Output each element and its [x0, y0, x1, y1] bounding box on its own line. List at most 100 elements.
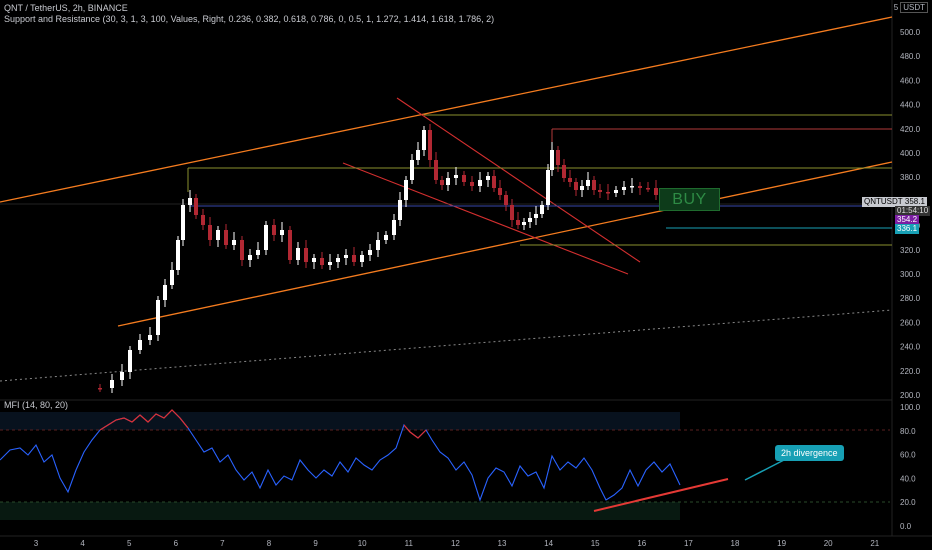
price-tick-label: 320.0 [900, 246, 921, 255]
candle-body [510, 205, 514, 220]
candle-body [654, 188, 658, 195]
candle-body [208, 225, 212, 240]
currency-selector[interactable]: 5 USDT [893, 2, 928, 13]
candle-body [498, 188, 502, 195]
time-tick-label: 11 [405, 539, 414, 548]
price-tick-label: 220.0 [900, 367, 921, 376]
time-tick-label: 16 [637, 539, 646, 548]
candle-body [156, 300, 160, 335]
support-resistance-lines[interactable] [0, 114, 892, 246]
candle-body [462, 175, 466, 182]
candle-body [550, 150, 554, 170]
candle-body [556, 150, 560, 165]
candle-body [410, 160, 414, 180]
candle-body [622, 187, 626, 190]
candle-body [148, 335, 152, 340]
axis-top-value: 5 [893, 3, 899, 12]
time-tick-label: 6 [174, 539, 179, 548]
candle-body [516, 220, 520, 225]
candle-body [181, 205, 185, 240]
time-tick-label: 18 [731, 539, 740, 548]
time-tick-label: 5 [127, 539, 132, 548]
candle-body [280, 230, 284, 235]
candle-body [138, 340, 142, 350]
price-tick-label: 200.0 [900, 391, 921, 400]
time-tick-label: 21 [870, 539, 879, 548]
candle-body [376, 240, 380, 250]
falling-wedge[interactable] [342, 97, 641, 275]
price-tick-label: 500.0 [900, 28, 921, 37]
symbol-title[interactable]: QNT / TetherUS, 2h, BINANCE [4, 3, 128, 13]
candle-body [128, 350, 132, 372]
candle-body [416, 150, 420, 160]
candle-body [398, 200, 402, 220]
candle-body [240, 240, 244, 260]
candle-body [638, 186, 642, 188]
candle-body [646, 188, 650, 190]
currency-code: USDT [900, 2, 928, 13]
candle-body [392, 220, 396, 235]
mfi-axis[interactable]: 100.0 80.0 60.0 40.0 20.0 0.0 [900, 403, 921, 531]
candle-body [272, 225, 276, 235]
time-tick-label: 20 [824, 539, 833, 548]
price-tick-label: 420.0 [900, 125, 921, 134]
time-tick-label: 12 [451, 539, 460, 548]
candle-body [384, 235, 388, 240]
price-tick-label: 280.0 [900, 294, 921, 303]
candle-body [630, 186, 634, 188]
mfi-legend[interactable]: MFI (14, 80, 20) [4, 400, 69, 410]
candle-body [304, 248, 308, 262]
mfi-tick-label: 40.0 [900, 474, 916, 483]
price-tag-symbol: QNTUSDT [864, 197, 903, 206]
price-tick-label: 440.0 [900, 101, 921, 110]
price-tag-purple: 354.2 [895, 215, 920, 225]
candle-body [232, 240, 236, 245]
candlestick-series [98, 124, 682, 393]
price-tick-label: 240.0 [900, 343, 921, 352]
buy-label[interactable]: BUY [659, 188, 720, 211]
candle-body [598, 190, 602, 192]
candle-body [256, 250, 260, 255]
price-tag[interactable]: QNTUSDT 358.1 [862, 197, 927, 207]
candle-body [188, 198, 192, 205]
time-tick-label: 14 [544, 539, 553, 548]
time-tick-label: 9 [313, 539, 318, 548]
time-tick-label: 19 [777, 539, 786, 548]
time-tick-label: 15 [591, 539, 600, 548]
candle-body [404, 180, 408, 200]
candle-body [120, 372, 124, 380]
candle-body [574, 182, 578, 190]
dotted-trendline[interactable] [0, 309, 893, 382]
price-tick-label: 380.0 [900, 173, 921, 182]
candle-body [540, 205, 544, 214]
time-tick-label: 4 [80, 539, 85, 548]
candle-body [434, 160, 438, 180]
candle-body [320, 258, 324, 265]
candle-body [110, 380, 114, 388]
candle-body [422, 130, 426, 150]
candle-body [216, 230, 220, 240]
candle-body [486, 176, 490, 180]
time-tick-label: 7 [220, 539, 225, 548]
candle-body [454, 175, 458, 178]
time-tick-label: 8 [267, 539, 272, 548]
time-axis[interactable]: 3 4 5 6 7 8 9 10 11 12 13 14 15 16 17 18 19 20 21 [34, 539, 880, 548]
price-tag-value: 358.1 [904, 197, 925, 206]
candle-body [606, 192, 610, 194]
divergence-callout[interactable]: 2h divergence [775, 445, 844, 461]
divergence-line[interactable] [593, 478, 729, 512]
candle-body [562, 165, 566, 178]
candle-body [176, 240, 180, 270]
candle-body [478, 180, 482, 186]
candle-body [446, 178, 450, 185]
price-tick-label: 480.0 [900, 52, 921, 61]
candle-body [592, 180, 596, 190]
candle-body [492, 176, 496, 188]
orange-channel[interactable] [0, 16, 893, 327]
time-tick-label: 10 [358, 539, 367, 548]
time-tick-label: 17 [684, 539, 693, 548]
candle-body [580, 186, 584, 190]
indicator-legend[interactable]: Support and Resistance (30, 3, 1, 3, 100… [4, 14, 495, 24]
price-tick-label: 300.0 [900, 270, 921, 279]
